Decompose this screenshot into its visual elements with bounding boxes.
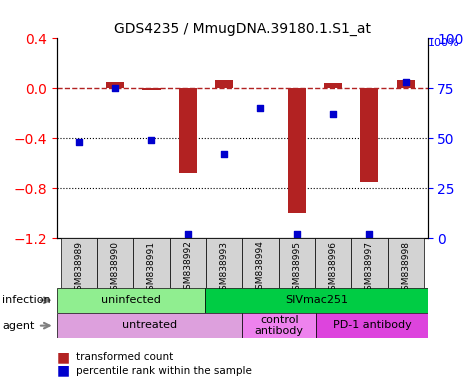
- Text: GSM838990: GSM838990: [111, 240, 120, 296]
- Bar: [142, 88, 161, 89]
- FancyBboxPatch shape: [351, 238, 388, 288]
- Point: [220, 151, 228, 157]
- Text: ■: ■: [57, 364, 70, 377]
- Bar: [288, 88, 306, 213]
- Text: GSM838992: GSM838992: [183, 240, 192, 295]
- FancyBboxPatch shape: [316, 313, 428, 338]
- Bar: [215, 79, 233, 88]
- Text: GSM838997: GSM838997: [365, 240, 374, 296]
- Text: GSM838993: GSM838993: [219, 240, 228, 296]
- FancyBboxPatch shape: [57, 313, 242, 338]
- Point: [256, 105, 264, 111]
- Text: GSM838995: GSM838995: [292, 240, 301, 296]
- Bar: [361, 88, 379, 182]
- Text: GSM838989: GSM838989: [74, 240, 83, 296]
- Text: untreated: untreated: [122, 320, 177, 331]
- FancyBboxPatch shape: [315, 238, 351, 288]
- Point: [293, 231, 301, 237]
- Text: GSM838994: GSM838994: [256, 240, 265, 295]
- Bar: [106, 82, 124, 88]
- Bar: [397, 79, 415, 88]
- Text: agent: agent: [2, 321, 35, 331]
- Point: [75, 139, 83, 145]
- Text: SIVmac251: SIVmac251: [285, 295, 348, 306]
- Point: [329, 111, 337, 118]
- Point: [148, 137, 155, 143]
- FancyBboxPatch shape: [61, 238, 97, 288]
- Point: [366, 231, 373, 237]
- Text: GSM838990: GSM838990: [111, 240, 120, 296]
- Text: uninfected: uninfected: [101, 295, 161, 306]
- Text: 100%: 100%: [428, 38, 459, 48]
- FancyBboxPatch shape: [57, 288, 205, 313]
- Text: transformed count: transformed count: [76, 352, 173, 362]
- Text: GSM838989: GSM838989: [74, 240, 83, 296]
- Text: PD-1 antibody: PD-1 antibody: [332, 320, 411, 331]
- Text: GSM838991: GSM838991: [147, 240, 156, 296]
- Title: GDS4235 / MmugDNA.39180.1.S1_at: GDS4235 / MmugDNA.39180.1.S1_at: [114, 22, 371, 36]
- FancyBboxPatch shape: [206, 238, 242, 288]
- Text: GSM838992: GSM838992: [183, 240, 192, 295]
- Point: [111, 85, 119, 91]
- Text: GSM838998: GSM838998: [401, 240, 410, 296]
- Text: GSM838997: GSM838997: [365, 240, 374, 296]
- Text: GSM838994: GSM838994: [256, 240, 265, 295]
- FancyBboxPatch shape: [97, 238, 133, 288]
- Text: GSM838996: GSM838996: [329, 240, 338, 296]
- Text: infection: infection: [2, 295, 51, 305]
- Text: GSM838996: GSM838996: [329, 240, 338, 296]
- Text: control
antibody: control antibody: [255, 314, 304, 336]
- Bar: [179, 88, 197, 173]
- Point: [402, 79, 409, 85]
- FancyBboxPatch shape: [242, 238, 278, 288]
- Text: GSM838998: GSM838998: [401, 240, 410, 296]
- FancyBboxPatch shape: [278, 238, 315, 288]
- Text: percentile rank within the sample: percentile rank within the sample: [76, 366, 252, 376]
- Text: GSM838991: GSM838991: [147, 240, 156, 296]
- Point: [184, 231, 191, 237]
- FancyBboxPatch shape: [205, 288, 428, 313]
- FancyBboxPatch shape: [170, 238, 206, 288]
- FancyBboxPatch shape: [388, 238, 424, 288]
- Bar: [324, 83, 342, 88]
- Text: ■: ■: [57, 350, 70, 364]
- FancyBboxPatch shape: [133, 238, 170, 288]
- Text: GSM838993: GSM838993: [219, 240, 228, 296]
- Text: GSM838995: GSM838995: [292, 240, 301, 296]
- FancyBboxPatch shape: [242, 313, 316, 338]
